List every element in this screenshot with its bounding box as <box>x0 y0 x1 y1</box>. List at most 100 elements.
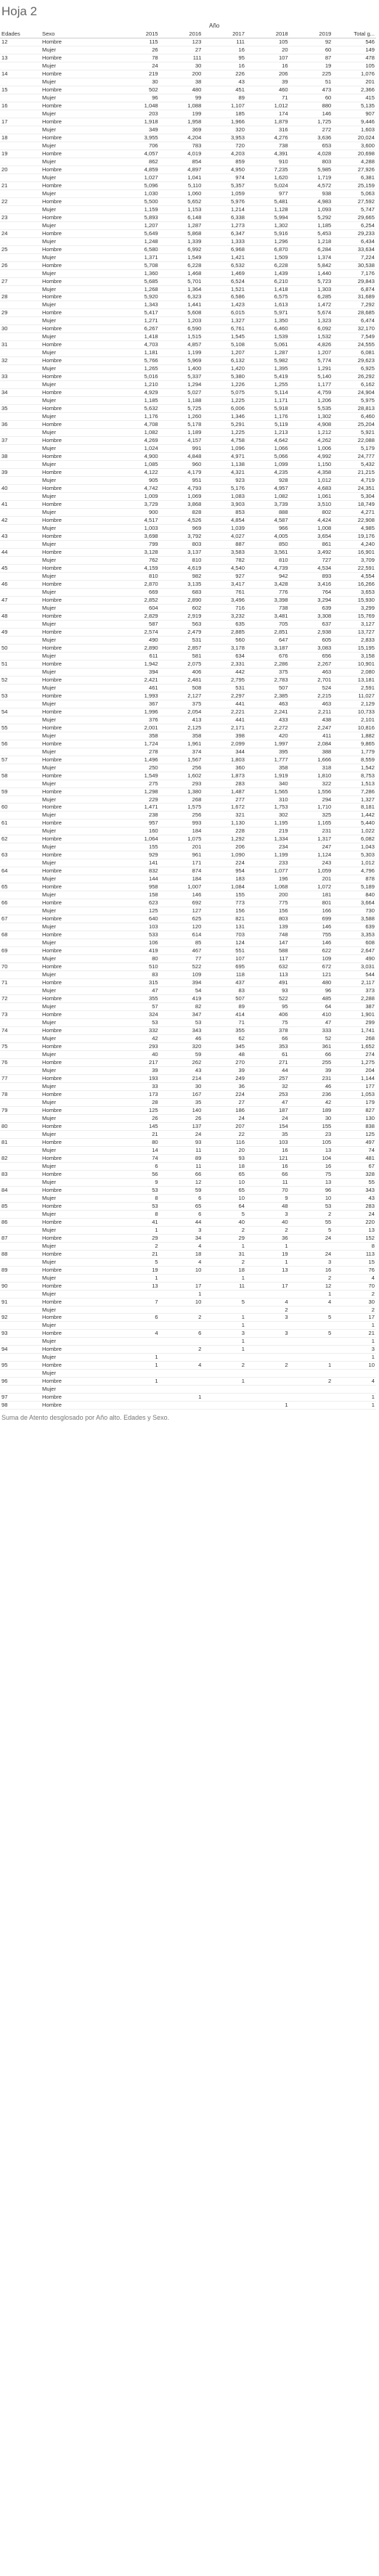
header-2018[interactable]: 2018 <box>245 30 290 39</box>
sex-cell[interactable]: Mujer <box>41 923 116 932</box>
age-cell[interactable] <box>0 1082 41 1091</box>
age-cell[interactable]: 76 <box>0 1058 41 1067</box>
sex-cell[interactable]: Mujer <box>41 1146 116 1155</box>
sex-cell[interactable]: Hombre <box>41 261 116 270</box>
age-cell[interactable] <box>0 1385 41 1394</box>
sex-cell[interactable]: Hombre <box>41 692 116 700</box>
age-cell[interactable]: 37 <box>0 436 41 446</box>
age-cell[interactable]: 41 <box>0 500 41 510</box>
sex-cell[interactable]: Mujer <box>41 1385 116 1394</box>
age-cell[interactable]: 89 <box>0 1266 41 1275</box>
age-cell[interactable]: 44 <box>0 548 41 557</box>
sex-cell[interactable]: Mujer <box>41 1050 116 1059</box>
age-cell[interactable] <box>0 604 41 613</box>
age-cell[interactable] <box>0 253 41 262</box>
age-cell[interactable]: 18 <box>0 134 41 142</box>
sex-cell[interactable]: Mujer <box>41 62 116 70</box>
age-cell[interactable] <box>0 173 41 182</box>
sex-cell[interactable]: Mujer <box>41 954 116 964</box>
sex-cell[interactable]: Mujer <box>41 859 116 868</box>
sex-cell[interactable]: Hombre <box>41 1202 116 1211</box>
age-cell[interactable]: 71 <box>0 978 41 988</box>
age-cell[interactable]: 43 <box>0 532 41 541</box>
sex-cell[interactable]: Mujer <box>41 1098 116 1107</box>
age-cell[interactable]: 47 <box>0 596 41 605</box>
age-cell[interactable]: 96 <box>0 1377 41 1386</box>
sex-cell[interactable]: Mujer <box>41 1290 116 1299</box>
age-cell[interactable] <box>0 684 41 692</box>
sex-cell[interactable]: Hombre <box>41 1218 116 1227</box>
sex-cell[interactable]: Hombre <box>41 803 116 812</box>
age-cell[interactable]: 29 <box>0 308 41 318</box>
sex-cell[interactable]: Hombre <box>41 978 116 988</box>
sex-cell[interactable]: Mujer <box>41 476 116 486</box>
sex-cell[interactable]: Hombre <box>41 676 116 684</box>
sex-cell[interactable]: Mujer <box>41 1353 116 1362</box>
sex-cell[interactable]: Hombre <box>41 1393 116 1402</box>
age-cell[interactable] <box>0 780 41 788</box>
sex-cell[interactable]: Mujer <box>41 556 116 565</box>
sex-cell[interactable]: Mujer <box>41 970 116 980</box>
age-cell[interactable]: 67 <box>0 915 41 924</box>
age-cell[interactable]: 40 <box>0 484 41 494</box>
age-cell[interactable]: 91 <box>0 1298 41 1307</box>
sex-cell[interactable]: Hombre <box>41 1361 116 1370</box>
header-2016[interactable]: 2016 <box>159 30 203 39</box>
sex-cell[interactable]: Hombre <box>41 1138 116 1147</box>
age-cell[interactable] <box>0 1194 41 1203</box>
sex-cell[interactable]: Hombre <box>41 420 116 430</box>
sex-cell[interactable]: Mujer <box>41 652 116 661</box>
age-cell[interactable] <box>0 1242 41 1251</box>
age-cell[interactable] <box>0 492 41 502</box>
sex-cell[interactable]: Hombre <box>41 580 116 589</box>
sex-cell[interactable]: Mujer <box>41 158 116 166</box>
sex-cell[interactable]: Mujer <box>41 508 116 518</box>
age-cell[interactable]: 82 <box>0 1154 41 1163</box>
age-cell[interactable] <box>0 126 41 134</box>
age-cell[interactable]: 55 <box>0 724 41 732</box>
age-cell[interactable] <box>0 94 41 102</box>
sex-cell[interactable]: Hombre <box>41 1010 116 1020</box>
sex-cell[interactable]: Mujer <box>41 300 116 310</box>
age-cell[interactable] <box>0 316 41 326</box>
sex-cell[interactable]: Hombre <box>41 548 116 557</box>
sex-cell[interactable]: Mujer <box>41 364 116 374</box>
header-sexo[interactable]: Sexo <box>41 30 116 39</box>
sex-cell[interactable]: Mujer <box>41 811 116 820</box>
age-cell[interactable]: 94 <box>0 1345 41 1354</box>
sex-cell[interactable]: Hombre <box>41 1042 116 1051</box>
sex-cell[interactable]: Hombre <box>41 134 116 142</box>
sex-cell[interactable]: Mujer <box>41 428 116 438</box>
sex-cell[interactable]: Mujer <box>41 1082 116 1091</box>
age-cell[interactable]: 33 <box>0 372 41 382</box>
sex-cell[interactable]: Hombre <box>41 851 116 860</box>
sex-cell[interactable]: Hombre <box>41 532 116 541</box>
sex-cell[interactable]: Mujer <box>41 205 116 214</box>
age-cell[interactable] <box>0 732 41 740</box>
sex-cell[interactable]: Mujer <box>41 1002 116 1012</box>
age-cell[interactable]: 85 <box>0 1202 41 1211</box>
sex-cell[interactable]: Mujer <box>41 460 116 470</box>
age-cell[interactable]: 46 <box>0 580 41 589</box>
age-cell[interactable]: 30 <box>0 324 41 334</box>
sex-cell[interactable]: Mujer <box>41 939 116 948</box>
age-cell[interactable] <box>0 1210 41 1219</box>
sex-cell[interactable]: Hombre <box>41 388 116 398</box>
sex-cell[interactable]: Hombre <box>41 740 116 748</box>
age-cell[interactable] <box>0 1114 41 1123</box>
sex-cell[interactable]: Hombre <box>41 118 116 126</box>
sex-cell[interactable]: Mujer <box>41 1226 116 1235</box>
sex-cell[interactable]: Hombre <box>41 962 116 972</box>
age-cell[interactable] <box>0 970 41 980</box>
sex-cell[interactable]: Hombre <box>41 54 116 62</box>
age-cell[interactable] <box>0 110 41 118</box>
sex-cell[interactable]: Mujer <box>41 588 116 597</box>
sex-cell[interactable]: Mujer <box>41 1242 116 1251</box>
age-cell[interactable]: 69 <box>0 946 41 956</box>
age-cell[interactable] <box>0 859 41 868</box>
age-cell[interactable] <box>0 1353 41 1362</box>
age-cell[interactable] <box>0 508 41 518</box>
sex-cell[interactable]: Hombre <box>41 1282 116 1291</box>
age-cell[interactable] <box>0 588 41 597</box>
sex-cell[interactable]: Mujer <box>41 221 116 230</box>
